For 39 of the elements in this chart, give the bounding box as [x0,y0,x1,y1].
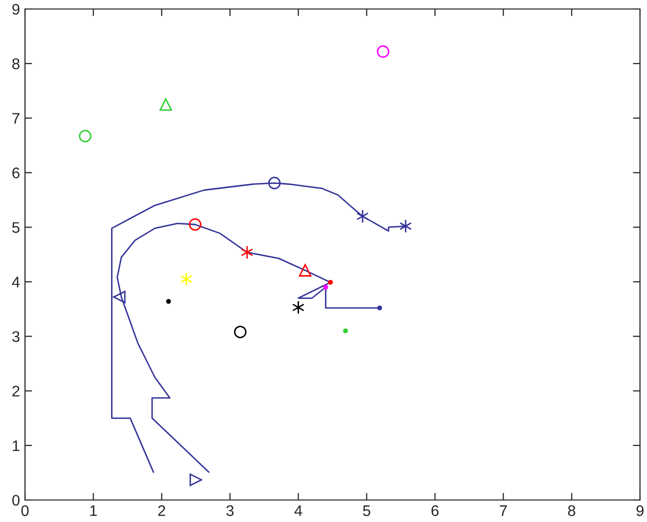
x-tick-label: 5 [363,505,370,516]
point [400,219,412,234]
x-tick-label: 9 [636,505,644,516]
point [166,298,171,304]
point [328,280,333,285]
point [376,45,390,58]
point [190,474,202,486]
x-tick-label: 8 [568,505,576,516]
point [234,326,246,338]
x-tick-label: 0 [21,505,29,516]
point [292,300,304,314]
y-tick-label: 1 [12,440,20,451]
y-tick-label: 5 [12,222,20,233]
point [298,264,312,277]
point [343,328,348,334]
point [78,130,92,142]
point [377,306,382,310]
y-tick-label: 6 [12,168,20,178]
point [356,209,369,224]
y-tick-label: 8 [12,58,20,70]
point [160,98,172,111]
y-tick-label: 0 [12,494,20,506]
y-tick-label: 4 [12,276,20,288]
point [323,284,328,290]
point [268,176,281,190]
point [240,245,254,260]
point [180,272,192,286]
y-tick-label: 3 [12,331,20,342]
y-tick-label: 2 [12,386,20,396]
y-tick-label: 7 [12,113,20,124]
point [188,218,202,231]
x-tick-label: 6 [432,505,439,516]
y-tick-label: 9 [12,4,20,15]
x-tick-label: 1 [90,505,97,516]
x-tick-label: 4 [294,505,302,516]
x-tick-label: 7 [500,505,507,516]
x-tick-label: 3 [226,505,234,516]
point [113,290,126,304]
x-tick-label: 2 [158,505,166,516]
